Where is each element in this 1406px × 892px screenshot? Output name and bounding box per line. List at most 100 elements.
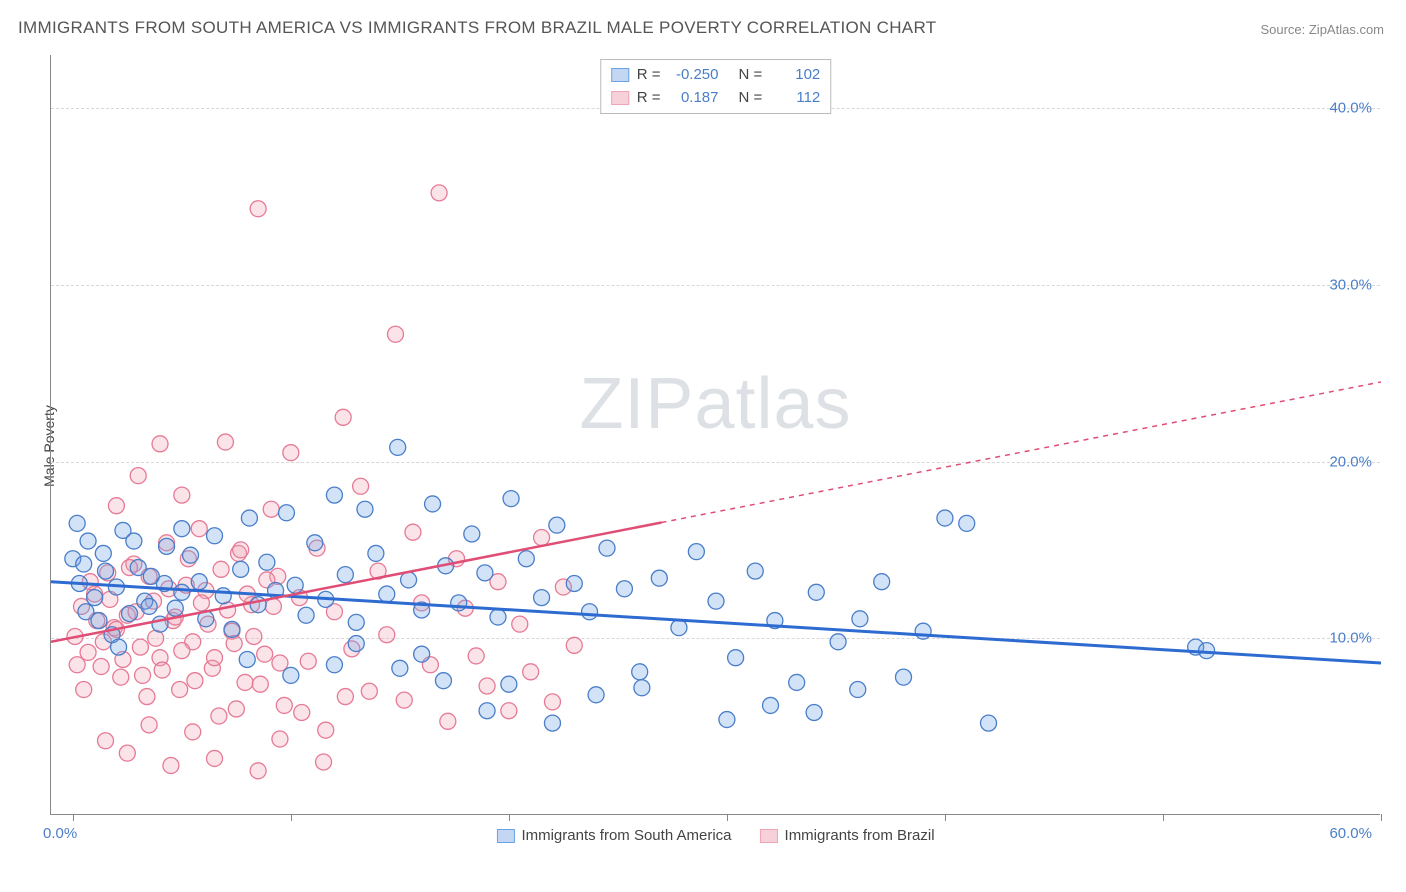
source-attribution: Source: ZipAtlas.com xyxy=(1260,22,1384,37)
data-point xyxy=(501,676,517,692)
data-point xyxy=(747,563,763,579)
data-point xyxy=(213,561,229,577)
data-point xyxy=(414,646,430,662)
data-point xyxy=(217,434,233,450)
data-point xyxy=(390,439,406,455)
data-point xyxy=(405,524,421,540)
data-point xyxy=(113,669,129,685)
data-point xyxy=(283,445,299,461)
data-point xyxy=(688,544,704,560)
data-point xyxy=(830,634,846,650)
data-point xyxy=(228,701,244,717)
x-axis-min-label: 0.0% xyxy=(43,825,77,842)
stats-r-sa: -0.250 xyxy=(669,64,719,87)
data-point xyxy=(479,703,495,719)
data-point xyxy=(501,703,517,719)
legend-label-br: Immigrants from Brazil xyxy=(785,827,935,844)
data-point xyxy=(139,689,155,705)
data-point xyxy=(523,664,539,680)
data-point xyxy=(87,590,103,606)
data-point xyxy=(874,574,890,590)
data-point xyxy=(174,584,190,600)
data-point xyxy=(108,498,124,514)
data-point xyxy=(191,574,207,590)
data-point xyxy=(387,326,403,342)
x-axis-max-label: 60.0% xyxy=(1329,825,1372,842)
legend-item-br: Immigrants from Brazil xyxy=(760,827,935,844)
x-tick xyxy=(509,814,510,821)
data-point xyxy=(239,651,255,667)
legend-label-sa: Immigrants from South America xyxy=(521,827,731,844)
chart-title: IMMIGRANTS FROM SOUTH AMERICA VS IMMIGRA… xyxy=(18,18,936,38)
data-point xyxy=(850,682,866,698)
data-point xyxy=(435,673,451,689)
data-point xyxy=(130,468,146,484)
data-point xyxy=(278,505,294,521)
data-point xyxy=(477,565,493,581)
data-point xyxy=(379,627,395,643)
data-point xyxy=(126,533,142,549)
data-point xyxy=(490,609,506,625)
data-point xyxy=(337,567,353,583)
data-point xyxy=(763,697,779,713)
data-point xyxy=(348,614,364,630)
scatter-svg xyxy=(51,55,1381,815)
data-point xyxy=(215,588,231,604)
data-point xyxy=(728,650,744,666)
data-point xyxy=(708,593,724,609)
data-point xyxy=(431,185,447,201)
data-point xyxy=(135,667,151,683)
data-point xyxy=(719,712,735,728)
trend-line-dashed xyxy=(661,382,1381,523)
stats-n-br: 112 xyxy=(770,87,820,110)
data-point xyxy=(250,201,266,217)
data-point xyxy=(582,604,598,620)
data-point xyxy=(440,713,456,729)
data-point xyxy=(326,487,342,503)
data-point xyxy=(392,660,408,676)
data-point xyxy=(174,521,190,537)
data-point xyxy=(152,436,168,452)
data-point xyxy=(566,637,582,653)
data-point xyxy=(207,650,223,666)
data-point xyxy=(401,572,417,588)
data-point xyxy=(141,717,157,733)
data-point xyxy=(119,745,135,761)
data-point xyxy=(226,636,242,652)
data-point xyxy=(337,689,353,705)
chart-container: IMMIGRANTS FROM SOUTH AMERICA VS IMMIGRA… xyxy=(0,0,1406,892)
stats-row-br: R = 0.187 N = 112 xyxy=(611,87,821,110)
data-point xyxy=(379,586,395,602)
data-point xyxy=(283,667,299,683)
data-point xyxy=(95,545,111,561)
data-point xyxy=(544,715,560,731)
data-point xyxy=(257,646,273,662)
data-point xyxy=(512,616,528,632)
data-point xyxy=(396,692,412,708)
data-point xyxy=(852,611,868,627)
data-point xyxy=(93,659,109,675)
data-point xyxy=(566,575,582,591)
data-point xyxy=(361,683,377,699)
data-point xyxy=(193,595,209,611)
data-point xyxy=(959,515,975,531)
data-point xyxy=(671,620,687,636)
data-point xyxy=(272,731,288,747)
data-point xyxy=(357,501,373,517)
data-point xyxy=(632,664,648,680)
plot-area: ZIPatlas 10.0%20.0%30.0%40.0% R = -0.250… xyxy=(50,55,1380,815)
data-point xyxy=(78,604,94,620)
swatch-brazil xyxy=(611,91,629,105)
data-point xyxy=(76,556,92,572)
swatch-south-america xyxy=(611,68,629,82)
data-point xyxy=(98,733,114,749)
data-point xyxy=(616,581,632,597)
data-point xyxy=(544,694,560,710)
stats-r-br: 0.187 xyxy=(669,87,719,110)
data-point xyxy=(937,510,953,526)
data-point xyxy=(503,491,519,507)
data-point xyxy=(464,526,480,542)
data-point xyxy=(896,669,912,685)
stats-n-sa: 102 xyxy=(770,64,820,87)
stats-r-label: R = xyxy=(637,87,661,110)
